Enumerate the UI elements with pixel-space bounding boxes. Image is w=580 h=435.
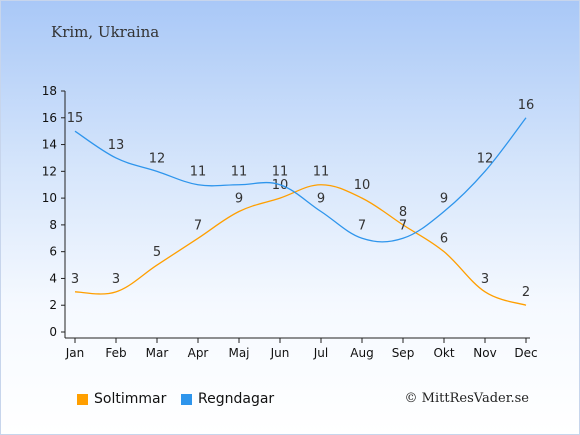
legend-label-regndagar: Regndagar: [198, 391, 275, 407]
data-label-regndagar: 9: [440, 192, 448, 207]
data-label-regndagar: 11: [231, 165, 248, 180]
data-label-soltimmar: 5: [153, 245, 161, 260]
data-label-soltimmar: 3: [481, 272, 489, 287]
series-line-regndagar: [74, 117, 527, 243]
data-label-regndagar: 11: [272, 165, 289, 180]
legend-label-soltimmar: Soltimmar: [94, 391, 167, 407]
data-label-soltimmar: 8: [399, 205, 407, 220]
legend-item-regndagar: Regndagar: [181, 391, 274, 407]
y-tick-label: 8: [49, 218, 57, 232]
y-tick-label: 0: [49, 325, 57, 339]
data-label-regndagar: 11: [190, 165, 207, 180]
x-tick-label: Feb: [105, 346, 126, 360]
y-tick-label: 2: [49, 298, 57, 312]
data-label-regndagar: 15: [67, 111, 84, 126]
data-label-soltimmar: 11: [313, 165, 330, 180]
y-tick-label: 18: [42, 84, 57, 98]
chart-place-title: Krim, Ukraina: [51, 23, 160, 41]
legend-item-soltimmar: Soltimmar: [77, 391, 166, 407]
y-tick-label: 10: [42, 191, 57, 205]
data-label-soltimmar: 3: [112, 272, 120, 287]
data-label-regndagar: 7: [358, 218, 366, 233]
data-label-regndagar: 12: [477, 151, 494, 166]
data-label-soltimmar: 3: [71, 272, 79, 287]
y-tick-label: 16: [42, 111, 57, 125]
x-tick-label: Dec: [514, 346, 537, 360]
data-label-regndagar: 16: [518, 98, 535, 113]
data-label-regndagar: 7: [399, 218, 407, 233]
credit-text: © MittResVader.se: [404, 391, 529, 406]
data-label-soltimmar: 7: [194, 218, 202, 233]
data-label-soltimmar: 6: [440, 232, 448, 247]
data-label-regndagar: 12: [149, 151, 166, 166]
x-tick-label: Apr: [188, 346, 209, 360]
x-tick-label: Jul: [313, 346, 328, 360]
data-label-soltimmar: 9: [235, 192, 243, 207]
x-tick-label: Sep: [392, 346, 415, 360]
x-tick-label: Jun: [270, 346, 290, 360]
x-tick-label: Aug: [350, 346, 373, 360]
y-tick-label: 12: [42, 164, 57, 178]
data-label-soltimmar: 10: [354, 178, 371, 193]
y-tick-label: 4: [49, 271, 57, 285]
data-label-soltimmar: 10: [272, 178, 289, 193]
data-label-regndagar: 9: [317, 192, 325, 207]
y-tick-label: 6: [49, 245, 57, 259]
y-tick-label: 14: [42, 138, 57, 152]
x-tick-label: Mar: [146, 346, 169, 360]
legend-swatch-soltimmar: [77, 393, 88, 405]
data-label-soltimmar: 2: [522, 285, 530, 300]
x-tick-label: Nov: [473, 346, 496, 360]
x-tick-label: Maj: [228, 346, 249, 360]
series-line-soltimmar: [74, 184, 527, 306]
legend-swatch-regndagar: [181, 393, 192, 405]
x-tick-label: Okt: [433, 346, 454, 360]
x-tick-label: Jan: [65, 346, 85, 360]
data-label-regndagar: 13: [108, 138, 125, 153]
